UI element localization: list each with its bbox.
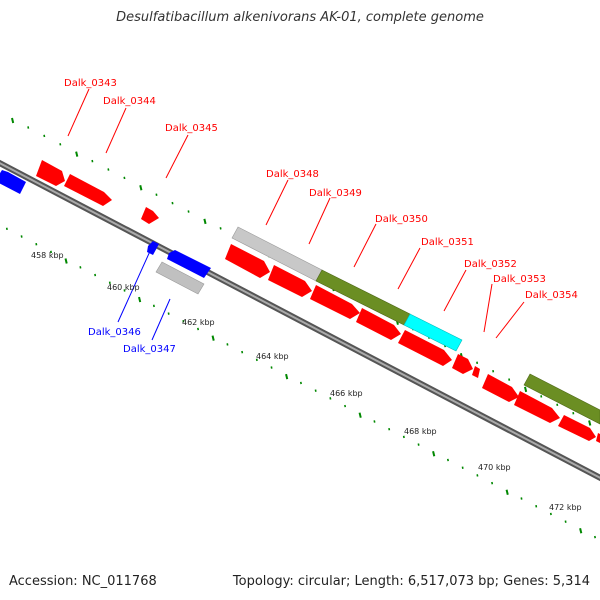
scale-label-470: 470 kbp	[478, 463, 511, 472]
gene-feature-red-5	[398, 330, 452, 366]
outer-tick	[588, 420, 592, 426]
scale-label-460: 460 kbp	[107, 283, 140, 292]
scale-label-458: 458 kbp	[31, 251, 64, 260]
outer-tick	[139, 184, 143, 191]
gene-feature-dalk-0343	[36, 160, 65, 186]
inner-tick	[432, 450, 436, 457]
outer-tick	[524, 386, 528, 393]
gene-feature-grey-0347	[155, 261, 205, 295]
gene-feature-dalk-0353	[472, 366, 480, 378]
gene-label-dalk-0351: Dalk_0351	[421, 237, 474, 248]
outer-tick	[203, 218, 207, 225]
gene-label-dalk-0348: Dalk_0348	[266, 169, 319, 180]
scale-labels: 458 kbp 460 kbp 462 kbp 464 kbp 466 kbp …	[31, 251, 582, 512]
gene-label-dalk-0354: Dalk_0354	[525, 290, 578, 301]
gene-feature-red-6	[482, 374, 519, 402]
inner-tick	[579, 528, 583, 534]
gene-feature-red-3	[310, 285, 360, 319]
gene-feature-dalk-0354	[523, 373, 600, 425]
gene-feature-red-4	[356, 308, 401, 340]
gene-feature-dalk-0345	[141, 207, 159, 224]
scale-label-472: 472 kbp	[549, 503, 582, 512]
gene-feature-red-8	[558, 415, 596, 441]
inner-tick	[358, 412, 362, 418]
gene-feature-dalk-0351	[403, 313, 463, 352]
inner-tick	[64, 258, 68, 264]
gene-labels: Dalk_0343 Dalk_0344 Dalk_0345 Dalk_0346 …	[64, 78, 578, 355]
inner-tick	[505, 489, 509, 495]
scale-label-466: 466 kbp	[330, 389, 363, 398]
genome-backbone	[0, 159, 600, 482]
gene-feature-red-9	[596, 433, 600, 443]
gene-label-dalk-0344: Dalk_0344	[103, 96, 156, 107]
inner-tick	[285, 373, 289, 380]
scale-label-464: 464 kbp	[256, 352, 289, 361]
scale-label-462: 462 kbp	[182, 318, 215, 327]
figure-title: Desulfatibacillum alkenivorans AK-01, co…	[116, 10, 484, 25]
genome-summary-text: Topology: circular; Length: 6,517,073 bp…	[232, 574, 590, 589]
gene-feature-dalk-0347-blue	[167, 250, 211, 278]
inner-tick	[138, 296, 142, 303]
scale-label-468: 468 kbp	[404, 427, 437, 436]
gene-label-dalk-0349: Dalk_0349	[309, 188, 362, 199]
gene-label-dalk-0350: Dalk_0350	[375, 214, 428, 225]
gene-feature-blue-left	[0, 170, 26, 194]
gene-label-dalk-0352: Dalk_0352	[464, 259, 517, 270]
gene-feature-red-2	[268, 265, 312, 297]
gene-label-dalk-0347: Dalk_0347	[123, 344, 176, 355]
gene-label-dalk-0345: Dalk_0345	[165, 123, 218, 134]
outer-tick	[75, 151, 79, 157]
gene-label-dalk-0346: Dalk_0346	[88, 327, 141, 338]
gene-label-dalk-0353: Dalk_0353	[493, 274, 546, 285]
outer-tick	[11, 117, 15, 124]
gene-feature-red-7	[514, 391, 560, 423]
gene-feature-red-1	[225, 244, 270, 278]
gene-label-dalk-0343: Dalk_0343	[64, 78, 117, 89]
gene-feature-dalk-0352	[452, 354, 473, 374]
feature-track	[0, 160, 600, 443]
accession-text: Accession: NC_011768	[9, 574, 157, 589]
gene-label-leaders	[67, 88, 525, 341]
inner-tick	[211, 335, 215, 341]
gene-feature-dalk-0344	[64, 174, 112, 206]
